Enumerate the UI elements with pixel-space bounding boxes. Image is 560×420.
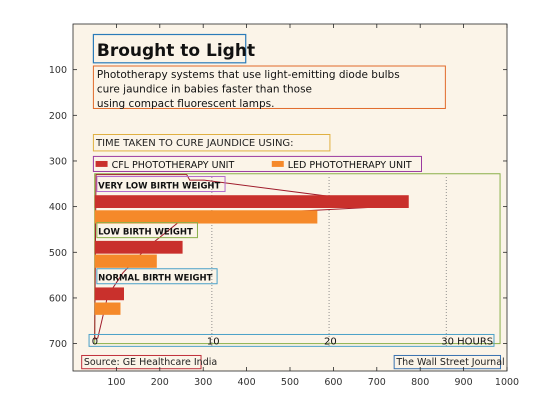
subtitle-box xyxy=(92,65,446,109)
legend-swatch-led xyxy=(271,160,284,167)
infographic-content: Brought to Light Phototherapy systems tha… xyxy=(81,33,505,370)
bar-led-low xyxy=(94,254,157,268)
credit-note: The Wall Street Journal xyxy=(395,357,504,368)
x-tick-label-200: 200 xyxy=(151,377,169,388)
y-tick-label-600: 600 xyxy=(49,293,67,304)
x-tick-label-600: 600 xyxy=(324,377,342,388)
inner-tick-label-0: 0 xyxy=(92,337,98,348)
credit-box xyxy=(393,354,501,370)
y-tick-label-700: 700 xyxy=(49,339,67,350)
bar-cfl-low xyxy=(94,240,183,254)
inner-tick-label-30: 30 HOURS xyxy=(441,337,493,348)
chart-subtitle: Phototherapy systems that use light-emit… xyxy=(97,69,400,110)
legend-box xyxy=(92,155,423,172)
x-tick-label-800: 800 xyxy=(411,377,429,388)
inner-axis-box xyxy=(88,333,495,347)
bar-led-very-low xyxy=(94,210,318,224)
inner-tick-label-20: 20 xyxy=(324,337,337,348)
inner-tick-label-10: 10 xyxy=(207,337,220,348)
section-label: TIME TAKEN TO CURE JAUNDICE USING: xyxy=(95,138,294,149)
legend-label-led: LED PHOTOTHERAPY UNIT xyxy=(288,160,412,171)
x-tick-label-1000: 1000 xyxy=(495,377,519,388)
y-tick-label-400: 400 xyxy=(49,202,67,213)
title-box xyxy=(92,33,247,64)
source-box xyxy=(81,354,202,370)
legend-label-cfl: CFL PHOTOTHERAPY UNIT xyxy=(112,160,235,171)
x-tick-label-400: 400 xyxy=(238,377,256,388)
bar-led-normal xyxy=(94,302,121,315)
y-tick-label-300: 300 xyxy=(49,156,67,167)
category-label-very-low: VERY LOW BIRTH WEIGHT xyxy=(98,182,220,192)
annotation-outline xyxy=(94,174,402,340)
x-tick-label-700: 700 xyxy=(368,377,386,388)
bar-cfl-normal xyxy=(94,287,124,301)
x-tick-label-500: 500 xyxy=(281,377,299,388)
bar-cfl-very-low xyxy=(94,195,409,209)
x-tick-label-300: 300 xyxy=(194,377,212,388)
category-box-normal xyxy=(96,268,218,285)
category-box-low xyxy=(96,222,198,239)
source-note: Source: GE Healthcare India xyxy=(84,357,217,368)
y-tick-label-100: 100 xyxy=(49,65,67,76)
category-label-normal: NORMAL BIRTH WEIGHT xyxy=(98,274,212,284)
category-label-low: LOW BIRTH WEIGHT xyxy=(98,228,193,238)
legend-swatch-cfl xyxy=(95,160,108,167)
x-tick-label-900: 900 xyxy=(455,377,473,388)
outer-axes: 100 200 300 400 500 600 700 800 900 1000100200300… xyxy=(49,23,519,388)
y-tick-label-500: 500 xyxy=(49,248,67,259)
x-tick-label-100: 100 xyxy=(107,377,125,388)
category-box-very-low xyxy=(96,176,226,193)
chart-title: Brought to Light xyxy=(97,41,255,61)
y-tick-label-200: 200 xyxy=(49,111,67,122)
section-label-box xyxy=(92,133,331,152)
